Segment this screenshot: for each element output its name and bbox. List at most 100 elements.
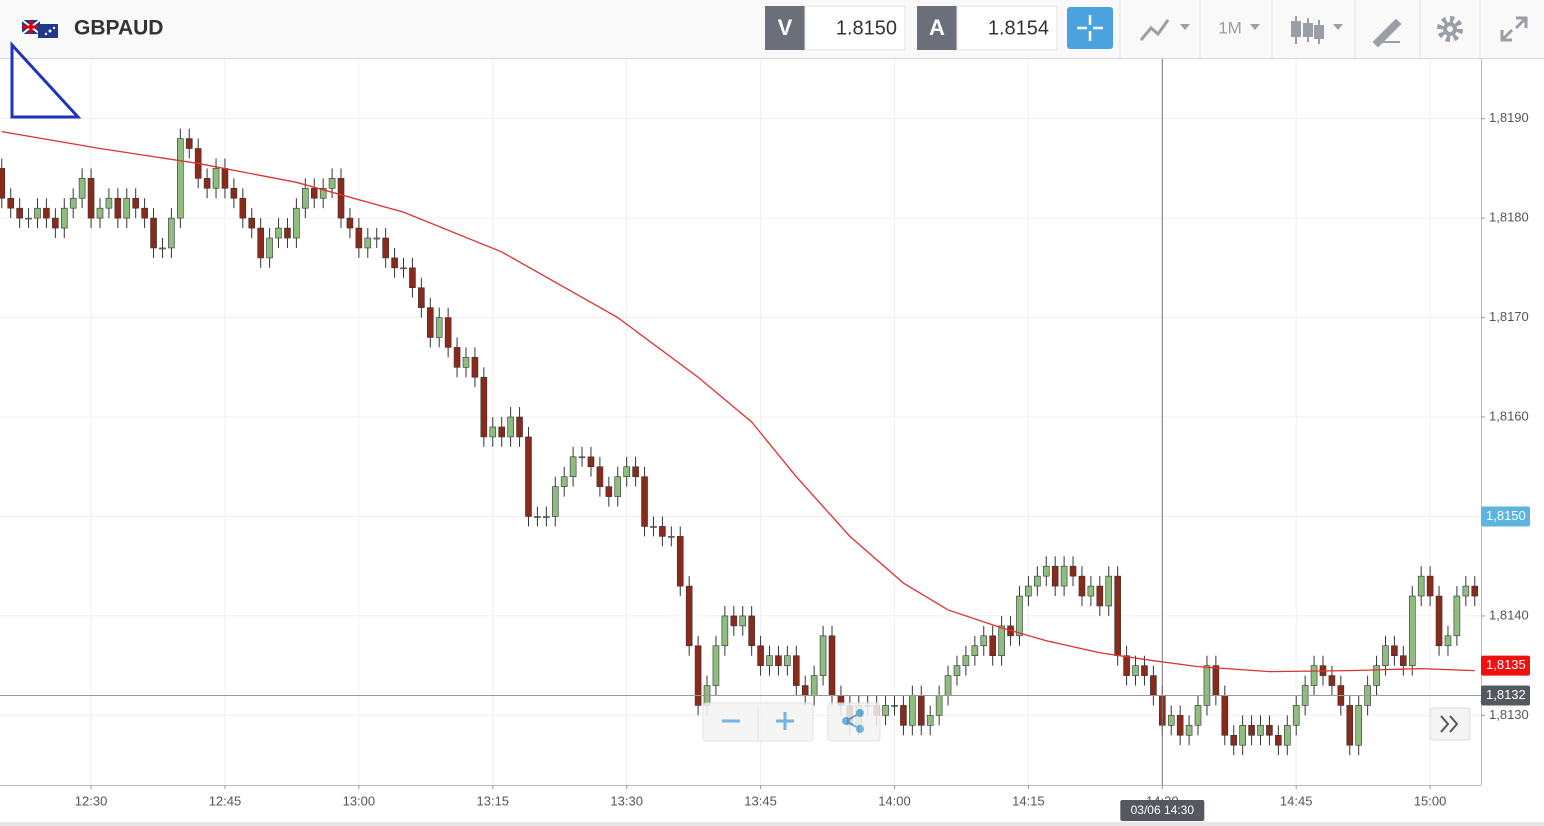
sell-price: 1.8150	[836, 17, 897, 39]
candle-body	[730, 615, 738, 627]
candle-body	[1141, 665, 1148, 676]
candle-body	[302, 187, 309, 209]
candle-body	[60, 207, 68, 229]
crosshair-x-label: 03/06 14:30	[1131, 803, 1195, 817]
x-tick-label: 14:15	[1012, 793, 1045, 808]
scroll-right-button[interactable]	[1429, 707, 1471, 741]
candle-body	[1435, 595, 1443, 647]
candle-body	[266, 237, 273, 259]
candle-body	[400, 267, 407, 270]
y-tick-label: 1,8130	[1489, 707, 1529, 722]
candle-body	[1257, 725, 1264, 736]
candle-body	[560, 476, 568, 487]
candle-body	[998, 625, 1005, 657]
candle-body	[444, 317, 452, 348]
candle-body	[1087, 585, 1095, 597]
candle-body	[668, 536, 675, 538]
candle-body	[757, 645, 764, 666]
candle-body	[1417, 575, 1425, 597]
candle-body	[917, 695, 925, 726]
candle-body	[926, 715, 934, 726]
drawn-triangle[interactable]	[10, 41, 82, 119]
candle-body	[185, 138, 193, 149]
candle-body	[1185, 725, 1193, 736]
y-tick-label: 1,8170	[1489, 309, 1529, 324]
candle-body	[1373, 665, 1380, 686]
candle-body	[766, 655, 773, 666]
candle-body	[801, 685, 809, 696]
candle-body	[632, 466, 639, 477]
candle-body	[694, 645, 702, 706]
candle-body	[275, 227, 282, 239]
candle-body	[69, 197, 77, 209]
candle-body	[534, 516, 541, 518]
candle-body	[578, 456, 586, 459]
candle-body	[1328, 675, 1336, 686]
y-tick-label: 1,8190	[1489, 110, 1529, 125]
candle-body	[516, 416, 523, 438]
candle-body	[685, 585, 693, 647]
sell-price-box[interactable]	[804, 5, 906, 51]
moving-average	[1, 130, 1475, 673]
candle-body	[391, 257, 398, 269]
candle-body	[25, 217, 32, 220]
candle-body	[551, 486, 559, 517]
candle-body	[1453, 595, 1461, 637]
candle-body	[944, 675, 952, 696]
toolbar-separators	[1119, 0, 1481, 58]
sell-button[interactable]	[765, 6, 805, 50]
candle-body	[96, 207, 104, 219]
collapse-button[interactable]	[1500, 16, 1528, 42]
candle-body	[614, 476, 622, 497]
x-tick-label: 12:45	[209, 793, 242, 808]
y-tick-label: 1,8180	[1489, 210, 1529, 225]
candle-body	[1221, 695, 1229, 736]
candle-body	[819, 635, 827, 676]
flag	[21, 19, 58, 38]
chart-type-button[interactable]	[1139, 19, 1190, 41]
candle-body	[1123, 655, 1130, 676]
x-tick-label: 13:15	[477, 793, 510, 808]
draw-button[interactable]	[1372, 18, 1402, 48]
candle-body	[605, 486, 613, 497]
crosshair-button[interactable]	[1067, 7, 1113, 49]
candle-body	[971, 645, 979, 657]
candle-body	[16, 207, 23, 219]
candle-body	[1132, 665, 1139, 676]
candle-body	[543, 516, 550, 518]
indicators-button[interactable]	[1291, 16, 1343, 44]
candle-body	[882, 705, 889, 716]
candle-body	[1212, 665, 1220, 696]
candle-body	[828, 635, 836, 696]
candle-body	[1150, 675, 1157, 696]
candle-body	[0, 168, 6, 199]
candle-body	[132, 197, 139, 209]
settings-button[interactable]	[1437, 16, 1463, 42]
price-marker-label: 1,8150	[1486, 508, 1526, 523]
x-tick-label: 13:30	[610, 793, 643, 808]
y-tick-label: 1,8140	[1489, 607, 1529, 622]
candle-body	[989, 635, 996, 657]
candle-body	[52, 217, 59, 229]
x-tick-label: 13:00	[343, 793, 376, 808]
candle-body	[248, 217, 256, 229]
candle-body	[569, 456, 577, 477]
zoom-in[interactable]	[776, 712, 794, 730]
candle-body	[1042, 565, 1050, 577]
buy-button[interactable]	[917, 6, 957, 50]
candle-body	[596, 466, 604, 487]
candle-body	[792, 655, 800, 686]
candle-body	[587, 456, 595, 468]
candle-body	[1400, 655, 1407, 666]
candle-body	[453, 347, 461, 368]
candle-body	[105, 197, 113, 209]
candle-body	[212, 168, 220, 189]
candle-body	[1346, 705, 1354, 746]
candle-body	[177, 138, 184, 219]
candle-body	[1239, 725, 1246, 746]
share-button[interactable]	[827, 702, 881, 742]
timeframe[interactable]: 1M	[1218, 18, 1242, 37]
candle-body	[909, 695, 916, 726]
buy-price-box[interactable]	[956, 5, 1058, 51]
candle-body	[775, 655, 782, 666]
